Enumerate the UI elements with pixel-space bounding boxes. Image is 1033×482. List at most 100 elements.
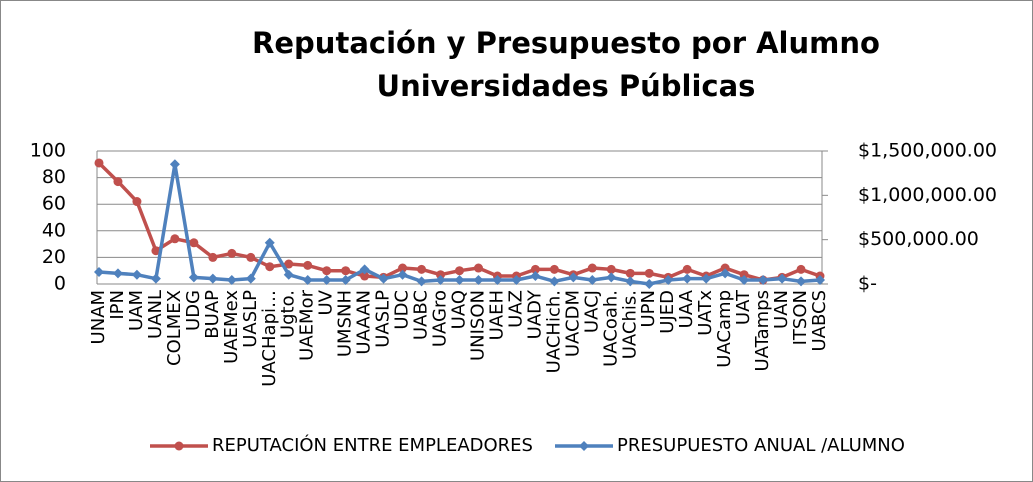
data-point xyxy=(511,275,522,286)
x-tick-label: UACHich. xyxy=(543,290,564,373)
chart-title: Universidades Públicas xyxy=(377,69,756,103)
data-point xyxy=(378,273,389,284)
data-point xyxy=(397,269,408,280)
data-point xyxy=(94,267,104,278)
data-point xyxy=(284,259,294,269)
data-point xyxy=(492,275,503,286)
data-point xyxy=(473,275,484,286)
x-tick-label: UNISON xyxy=(467,290,488,361)
data-point xyxy=(587,263,597,273)
x-tick-label: UAChis. xyxy=(619,290,640,359)
y2-tick-label: $- xyxy=(858,273,877,295)
data-point xyxy=(131,269,142,280)
data-point xyxy=(436,270,446,280)
x-tick-label: UAAAN xyxy=(354,290,375,355)
data-point xyxy=(417,264,427,274)
x-tick-label: UV xyxy=(316,289,337,315)
data-point xyxy=(682,264,692,274)
data-point xyxy=(341,266,351,276)
x-tick-label: IPN xyxy=(107,290,128,320)
data-point xyxy=(530,264,540,274)
data-point xyxy=(246,252,256,262)
x-tick-label: UACoah. xyxy=(600,290,621,367)
data-point xyxy=(530,271,541,282)
data-point xyxy=(169,159,180,170)
data-point xyxy=(151,246,161,256)
x-tick-label: UATamps xyxy=(752,290,773,371)
y-tick-label: 20 xyxy=(42,246,66,268)
data-point xyxy=(720,268,731,279)
x-tick-label: UAEMex xyxy=(221,290,242,364)
x-tick-label: UABCS xyxy=(809,290,830,352)
data-point xyxy=(587,275,598,286)
data-point xyxy=(113,177,123,187)
data-point xyxy=(549,276,560,287)
data-point xyxy=(720,263,730,273)
data-point xyxy=(360,271,370,281)
data-point xyxy=(94,158,104,168)
y2-tick-label: $1,500,000.00 xyxy=(858,140,997,162)
data-point xyxy=(321,275,332,286)
x-tick-label: BUAP xyxy=(202,290,223,339)
data-point xyxy=(189,238,199,248)
data-point xyxy=(758,275,769,286)
data-point xyxy=(264,237,275,248)
data-point xyxy=(188,272,199,283)
x-tick-label: UDC xyxy=(392,290,413,330)
data-point xyxy=(132,197,142,207)
data-point xyxy=(227,248,237,258)
data-point xyxy=(170,234,180,244)
x-tick-label: UAT xyxy=(733,289,754,325)
x-tick-label: UADY xyxy=(524,289,545,339)
x-tick-label: UAA xyxy=(676,289,697,328)
x-tick-label: UMSNH xyxy=(335,290,356,357)
x-tick-label: UAZ xyxy=(505,290,526,328)
x-tick-label: UAEH xyxy=(486,290,507,340)
data-point xyxy=(416,276,427,287)
data-point xyxy=(682,273,693,284)
x-tick-label: UAN xyxy=(771,290,792,329)
data-point xyxy=(663,275,674,286)
y2-tick-label: $500,000.00 xyxy=(858,228,979,250)
data-point xyxy=(359,264,370,275)
x-tick-label: UACamp xyxy=(714,290,735,368)
x-tick-label: UACJ xyxy=(581,290,602,333)
chart-title: Reputación y Presupuesto por Alumno xyxy=(252,26,880,60)
x-tick-label: UDG xyxy=(183,290,204,331)
y-tick-label: 100 xyxy=(30,140,66,162)
data-point xyxy=(625,276,636,287)
data-point xyxy=(340,275,351,286)
x-tick-label: UJED xyxy=(657,290,678,334)
data-point xyxy=(549,264,559,274)
data-point xyxy=(208,252,218,262)
y-tick-label: 0 xyxy=(54,273,66,295)
data-point xyxy=(150,273,161,284)
x-tick-label: UAGro xyxy=(430,290,451,347)
x-tick-label: Ugto. xyxy=(278,290,299,338)
data-point xyxy=(245,273,256,284)
x-tick-label: UAEMor xyxy=(297,289,318,360)
data-point xyxy=(568,272,579,283)
y-tick-label: 80 xyxy=(42,166,66,188)
data-point xyxy=(606,264,616,274)
data-point xyxy=(435,275,446,286)
data-point xyxy=(322,266,332,276)
legend-label: REPUTACIÓN ENTRE EMPLEADORES xyxy=(212,434,533,456)
data-point xyxy=(579,441,589,451)
data-point xyxy=(454,275,465,286)
x-tick-label: UACDM xyxy=(562,290,583,357)
data-point xyxy=(226,275,237,286)
data-point xyxy=(644,268,654,278)
x-tick-label: UANL xyxy=(145,290,166,339)
x-tick-label: ITSON xyxy=(790,290,811,345)
data-point xyxy=(207,273,218,284)
x-tick-label: UACHapi… xyxy=(259,290,280,387)
data-point xyxy=(302,275,313,286)
data-point xyxy=(303,260,313,270)
data-point xyxy=(796,276,807,287)
data-point xyxy=(473,263,483,273)
data-point xyxy=(625,268,635,278)
data-point xyxy=(701,273,712,284)
data-point xyxy=(265,262,275,272)
